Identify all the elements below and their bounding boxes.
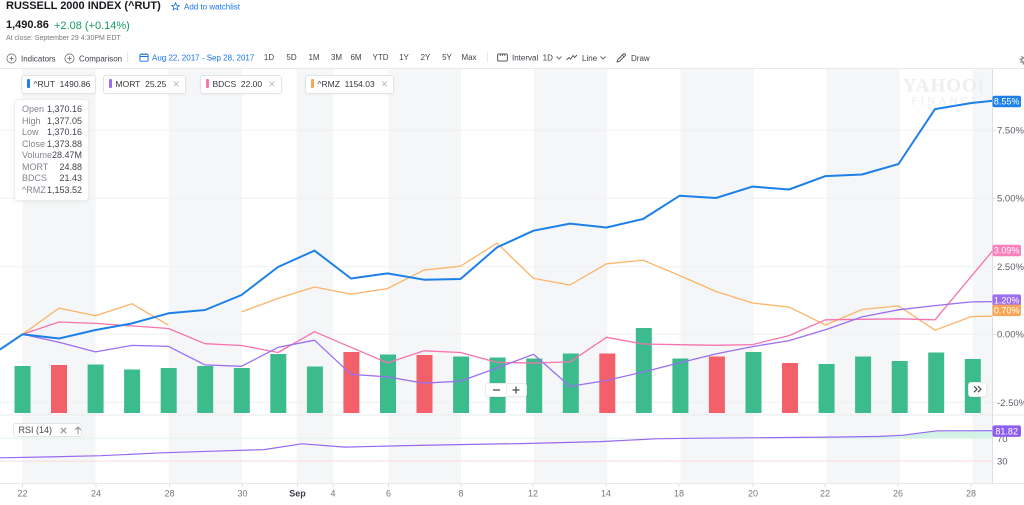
svg-text:1.20%: 1.20% xyxy=(994,295,1020,305)
svg-text:FINANCE: FINANCE xyxy=(911,94,981,108)
svg-text:14: 14 xyxy=(601,489,611,499)
svg-text:6: 6 xyxy=(386,489,391,499)
svg-text:8: 8 xyxy=(458,489,463,499)
svg-text:3.09%: 3.09% xyxy=(994,246,1020,256)
svg-text:-2.50%: -2.50% xyxy=(997,398,1024,409)
svg-text:30: 30 xyxy=(237,489,247,499)
svg-text:0.70%: 0.70% xyxy=(994,306,1020,316)
svg-text:20: 20 xyxy=(748,489,758,499)
svg-text:22: 22 xyxy=(820,489,830,499)
svg-text:YAHOO!: YAHOO! xyxy=(903,76,985,97)
svg-text:28: 28 xyxy=(966,489,976,499)
svg-text:5.00%: 5.00% xyxy=(997,194,1024,205)
svg-text:18: 18 xyxy=(674,489,684,499)
svg-text:26: 26 xyxy=(893,489,903,499)
svg-text:7.50%: 7.50% xyxy=(997,126,1024,137)
svg-text:12: 12 xyxy=(528,489,538,499)
svg-text:4: 4 xyxy=(330,489,335,499)
svg-text:70: 70 xyxy=(997,434,1008,445)
svg-text:30: 30 xyxy=(997,456,1008,467)
svg-text:22: 22 xyxy=(17,489,27,499)
svg-text:24: 24 xyxy=(91,489,101,499)
svg-text:Sep: Sep xyxy=(289,489,306,499)
svg-text:0.00%: 0.00% xyxy=(997,330,1024,341)
svg-text:81.82: 81.82 xyxy=(995,426,1018,436)
svg-text:28: 28 xyxy=(164,489,174,499)
svg-text:8.55%: 8.55% xyxy=(994,97,1020,107)
svg-text:2.50%: 2.50% xyxy=(997,262,1024,273)
